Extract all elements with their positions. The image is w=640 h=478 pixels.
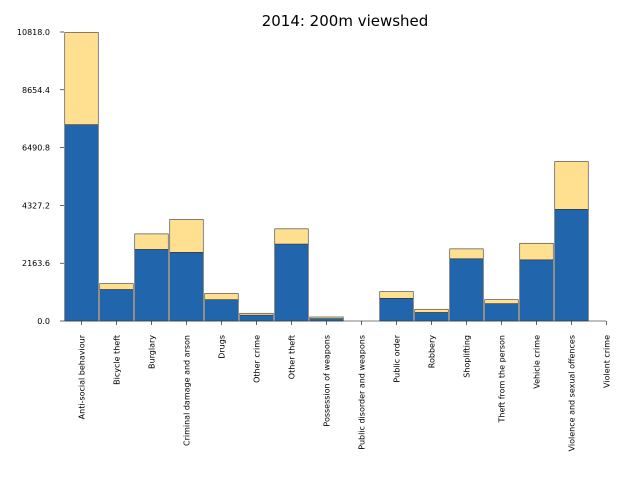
bar-segment-lower	[134, 249, 169, 322]
bar-segment-lower	[414, 312, 449, 322]
x-tick-label: Drugs	[218, 335, 227, 359]
x-tick-label: Bicycle theft	[113, 335, 122, 385]
bar-segment-upper	[379, 291, 414, 299]
bar-segment-upper	[519, 242, 554, 261]
x-tick-label: Vehicle crime	[533, 335, 542, 389]
bar-segment-lower	[274, 243, 309, 322]
bar-segment-upper	[414, 308, 449, 313]
bar-segment-upper	[449, 248, 484, 260]
x-tick-label: Violence and sexual offences	[568, 335, 577, 451]
y-tick-label: 8654.4	[22, 86, 50, 95]
bar-segment-upper	[169, 219, 204, 253]
x-tick-label: Other theft	[288, 335, 297, 379]
bar-segment-upper	[274, 228, 309, 245]
bar-segment-lower	[64, 124, 99, 322]
bar-segment-upper	[309, 316, 344, 319]
bar-segment-lower	[554, 209, 589, 322]
bar-segment-upper	[484, 299, 519, 304]
x-tick-label: Burglary	[148, 335, 157, 369]
x-tick-label: Other crime	[253, 335, 262, 383]
x-tick-label: Criminal damage and arson	[183, 335, 192, 446]
x-tick-label: Theft from the person	[498, 335, 507, 424]
bar-segment-upper	[99, 283, 134, 290]
x-tick-label: Possession of weapons	[323, 335, 332, 427]
bar-segment-lower	[309, 318, 344, 322]
x-tick-label: Robbery	[428, 335, 437, 368]
y-tick-labels: 0.0 2163.6 4327.2 6490.8 8654.4 10818.0	[17, 28, 64, 326]
bar-segment-upper	[204, 293, 239, 300]
bar-segment-upper	[554, 161, 589, 210]
bar-segment-lower	[449, 258, 484, 322]
x-tick-label: Violent crime	[603, 335, 612, 388]
bar-segment-lower	[99, 289, 134, 322]
y-tick-label: 6490.8	[22, 144, 50, 153]
x-tick-label: Public order	[393, 334, 402, 382]
bar-segment-lower	[204, 299, 239, 322]
y-tick-label: 0.0	[37, 317, 50, 326]
bar-segment-upper	[134, 233, 169, 250]
x-tick-label: Public disorder and weapons	[358, 335, 367, 450]
chart-title: 2014: 200m viewshed	[262, 12, 429, 30]
x-tick-label: Shoplifting	[463, 335, 472, 378]
bar-segment-upper	[64, 32, 99, 125]
bar-segment-lower	[379, 297, 414, 322]
bar-segment-upper	[239, 312, 274, 316]
bar-segment-lower	[519, 259, 554, 322]
bar-segment-lower	[239, 314, 274, 322]
x-tick-labels: Anti-social behaviour Bicycle theft Burgla…	[78, 321, 612, 451]
bar-segment-lower	[484, 303, 519, 322]
y-tick-label: 4327.2	[22, 201, 50, 210]
y-tick-label: 10818.0	[17, 28, 50, 37]
y-tick-label: 2163.6	[22, 259, 50, 268]
bars	[64, 32, 589, 322]
x-tick-label: Anti-social behaviour	[78, 334, 87, 419]
bar-segment-lower	[169, 252, 204, 322]
